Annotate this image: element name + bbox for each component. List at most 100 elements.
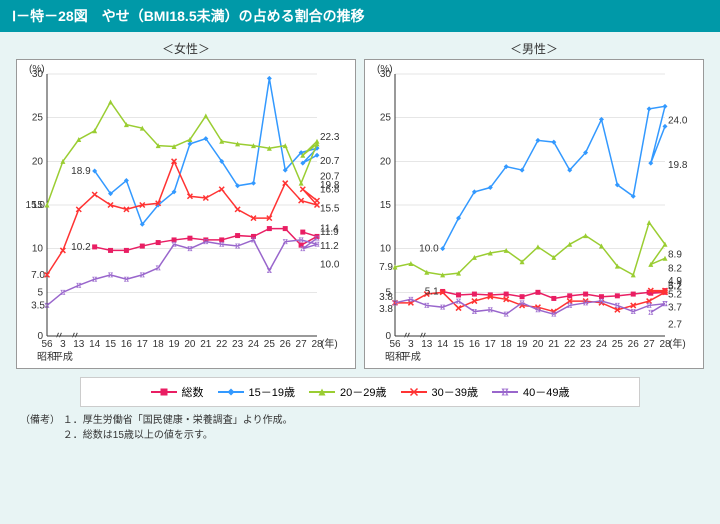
svg-text:22: 22	[216, 339, 228, 350]
legend-swatch	[492, 387, 518, 397]
svg-text:25: 25	[32, 113, 44, 124]
chart-svg: 051015202530(%)5631314151617181920212223…	[365, 60, 701, 370]
svg-text:2.7: 2.7	[668, 319, 682, 330]
svg-text:24.0: 24.0	[668, 115, 688, 126]
svg-text:11.2: 11.2	[320, 241, 339, 252]
svg-text:平成: 平成	[53, 351, 73, 363]
svg-text:3.7: 3.7	[668, 281, 682, 292]
svg-text:15: 15	[105, 339, 117, 350]
chart-svg: 051015202530(%)5631314151617181920212223…	[17, 60, 353, 370]
svg-text:20.7: 20.7	[320, 156, 340, 167]
svg-text:7.0: 7.0	[31, 270, 45, 281]
svg-text:26: 26	[628, 339, 640, 350]
svg-text:5: 5	[37, 287, 43, 298]
svg-text:56: 56	[389, 339, 401, 350]
svg-text:10: 10	[380, 244, 392, 255]
svg-text:20: 20	[32, 156, 44, 167]
svg-text:27: 27	[644, 339, 656, 350]
svg-text:〃: 〃	[402, 331, 412, 342]
svg-text:3.8: 3.8	[379, 292, 393, 303]
svg-text:平成: 平成	[401, 351, 421, 363]
svg-text:11.4: 11.4	[320, 223, 339, 234]
svg-text:25: 25	[264, 339, 276, 350]
svg-text:20: 20	[380, 156, 392, 167]
svg-text:〃: 〃	[54, 331, 64, 342]
legend-swatch	[309, 387, 335, 397]
svg-text:3.5: 3.5	[31, 300, 45, 311]
svg-text:10: 10	[32, 244, 44, 255]
legend: 総数 15－19歳 20－29歳 30－39歳 40－49歳	[80, 377, 640, 407]
svg-text:5.1: 5.1	[425, 286, 439, 297]
svg-text:25: 25	[612, 339, 624, 350]
legend-item: 30－39歳	[401, 384, 478, 400]
svg-text:24: 24	[248, 339, 260, 350]
chart-box-male: 051015202530(%)5631314151617181920212223…	[364, 59, 704, 369]
legend-item: 40－49歳	[492, 384, 569, 400]
chart-male: ＜男性＞ 051015202530(%)56313141516171819202…	[364, 40, 704, 369]
svg-text:19.8: 19.8	[668, 160, 688, 171]
note-line-1: １．厚生労働省「国民健康・栄養調査」より作成。	[63, 415, 293, 426]
svg-text:10.2: 10.2	[71, 242, 91, 253]
svg-text:15: 15	[380, 200, 392, 211]
svg-text:15.0: 15.0	[26, 200, 46, 211]
svg-text:19: 19	[516, 339, 528, 350]
svg-text:26: 26	[280, 339, 292, 350]
figure-title: Ⅰ－特－28図 やせ（BMI18.5未満）の占める割合の推移	[0, 0, 720, 32]
svg-text:22: 22	[564, 339, 576, 350]
notes: （備考） １．厚生労働省「国民健康・栄養調査」より作成。 （備考） ２．総数は1…	[0, 413, 720, 451]
legend-label: 総数	[182, 384, 204, 400]
chart-title-female: ＜女性＞	[16, 40, 356, 57]
svg-text:25: 25	[380, 113, 392, 124]
legend-label: 20－29歳	[340, 384, 386, 400]
legend-item: 総数	[151, 384, 204, 400]
svg-text:18: 18	[153, 339, 165, 350]
svg-text:16: 16	[469, 339, 481, 350]
svg-text:8.2: 8.2	[668, 263, 682, 274]
note-line-2: ２．総数は15歳以上の値を示す。	[63, 430, 213, 441]
svg-text:〃: 〃	[418, 331, 428, 342]
chart-female: ＜女性＞ 051015202530(%)56313141516171819202…	[16, 40, 356, 369]
svg-text:10.0: 10.0	[320, 260, 340, 271]
legend-swatch	[401, 387, 427, 397]
charts-row: ＜女性＞ 051015202530(%)56313141516171819202…	[0, 32, 720, 373]
svg-text:17: 17	[137, 339, 149, 350]
chart-box-female: 051015202530(%)5631314151617181920212223…	[16, 59, 356, 369]
svg-text:21: 21	[548, 339, 560, 350]
svg-text:10.0: 10.0	[419, 244, 439, 255]
svg-text:18: 18	[501, 339, 513, 350]
svg-text:27: 27	[296, 339, 308, 350]
notes-prefix: （備考）	[20, 415, 60, 426]
svg-text:15.5: 15.5	[320, 204, 340, 215]
svg-text:(%): (%)	[29, 64, 45, 75]
legend-label: 15－19歳	[249, 384, 295, 400]
legend-swatch	[151, 387, 177, 397]
svg-text:23: 23	[232, 339, 244, 350]
svg-text:(年): (年)	[669, 337, 686, 350]
svg-text:7.9: 7.9	[379, 262, 393, 273]
svg-text:14: 14	[437, 339, 449, 350]
svg-text:56: 56	[41, 339, 53, 350]
legend-item: 20－29歳	[309, 384, 386, 400]
svg-text:14: 14	[89, 339, 101, 350]
svg-text:20: 20	[532, 339, 544, 350]
svg-text:8.9: 8.9	[668, 249, 682, 260]
svg-text:15: 15	[453, 339, 465, 350]
svg-text:16: 16	[121, 339, 133, 350]
svg-text:23: 23	[580, 339, 592, 350]
svg-text:22.3: 22.3	[320, 132, 340, 143]
svg-text:〃: 〃	[70, 331, 80, 342]
legend-label: 40－49歳	[523, 384, 569, 400]
svg-text:19: 19	[168, 339, 180, 350]
svg-text:17: 17	[485, 339, 497, 350]
svg-text:16.8: 16.8	[320, 184, 340, 195]
svg-text:3.8: 3.8	[379, 304, 393, 315]
svg-text:18.9: 18.9	[71, 166, 91, 177]
svg-text:20: 20	[184, 339, 196, 350]
svg-text:(年): (年)	[321, 337, 338, 350]
svg-text:(%): (%)	[377, 64, 393, 75]
chart-title-male: ＜男性＞	[364, 40, 704, 57]
legend-item: 15－19歳	[218, 384, 295, 400]
svg-text:3.7: 3.7	[668, 303, 682, 314]
svg-text:24: 24	[596, 339, 608, 350]
svg-text:21: 21	[200, 339, 212, 350]
